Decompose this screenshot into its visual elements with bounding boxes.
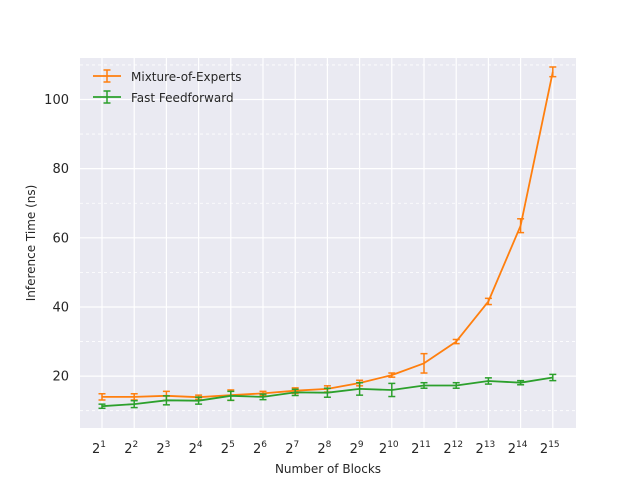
- legend-item-fff: Fast Feedforward: [93, 90, 234, 105]
- y-tick-label: 20: [52, 370, 69, 385]
- y-tick-label: 100: [44, 93, 69, 108]
- y-axis-tick-labels: 20 40 60 80 100: [44, 93, 69, 385]
- x-tick-label: 213: [476, 440, 496, 457]
- x-tick-label: 27: [285, 440, 299, 457]
- x-tick-label: 28: [317, 440, 331, 457]
- legend-swatch-fff: [93, 90, 121, 104]
- x-tick-label: 210: [379, 440, 399, 457]
- x-tick-label: 24: [189, 440, 203, 457]
- legend-label-fff: Fast Feedforward: [131, 91, 234, 105]
- x-tick-label: 29: [350, 440, 364, 457]
- x-tick-label: 22: [124, 440, 138, 457]
- major-gridlines: [80, 58, 576, 428]
- legend-swatch-moe: [93, 69, 121, 83]
- x-axis-tick-labels: 21 22 23 24 25 26 27 28 29 210 211 212 213 214 215: [92, 440, 560, 457]
- y-tick-label: 80: [52, 162, 69, 177]
- series-1: [98, 373, 557, 410]
- x-tick-label: 211: [411, 440, 431, 457]
- y-axis-label: Inference Time (ns): [24, 185, 38, 302]
- series-line: [101, 376, 553, 408]
- y-tick-label: 60: [52, 231, 69, 246]
- x-axis-label: Number of Blocks: [275, 462, 381, 476]
- x-tick-label: 25: [221, 440, 235, 457]
- x-tick-label: 23: [156, 440, 170, 457]
- data-series: [98, 66, 557, 410]
- x-tick-label: 215: [540, 440, 560, 457]
- y-tick-label: 40: [52, 300, 69, 315]
- x-tick-label: 21: [92, 440, 106, 457]
- x-tick-label: 214: [508, 440, 528, 457]
- legend-label-moe: Mixture-of-Experts: [131, 70, 242, 84]
- legend: Mixture-of-Experts Fast Feedforward: [93, 69, 242, 105]
- legend-item-moe: Mixture-of-Experts: [93, 69, 242, 84]
- x-tick-label: 26: [253, 440, 267, 457]
- x-tick-label: 212: [443, 440, 463, 457]
